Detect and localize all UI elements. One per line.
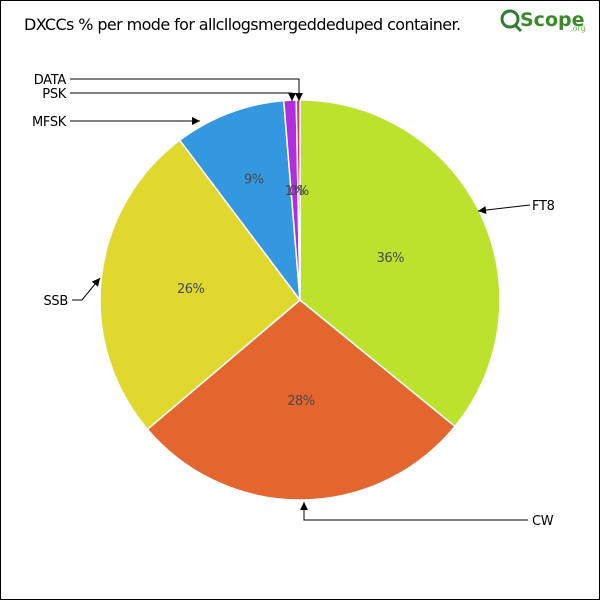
callout-label-data: DATA <box>34 73 67 88</box>
magnifier-icon <box>500 9 520 29</box>
callout-line-cw <box>303 502 528 521</box>
pie-slice-ssb <box>99 139 302 431</box>
pie-slices <box>99 99 501 501</box>
callout-line-ft8 <box>477 204 531 212</box>
callout-arrow-mfsk <box>192 117 200 125</box>
pct-label-cw: 28% <box>287 394 315 409</box>
callout-arrow-ft8 <box>478 206 487 215</box>
callout-arrow-ssb <box>91 278 100 287</box>
callout-line-data <box>70 78 300 101</box>
callout-arrow-psk <box>288 93 296 101</box>
logo-text: Scope <box>520 9 585 31</box>
callout-label-cw: CW <box>532 514 554 529</box>
pct-label-psk: 1% <box>285 184 305 199</box>
callout-line-ssb <box>72 277 101 301</box>
pct-label-mfsk: 9% <box>244 172 264 187</box>
callout-label-psk: PSK <box>42 87 66 102</box>
pie-slice-data <box>295 99 301 301</box>
pie-percent-labels: 36% 28% 26% 9% 1%0% <box>177 172 405 409</box>
pie-slice-ft8 <box>299 99 501 428</box>
callout-label-mfsk: MFSK <box>32 115 67 130</box>
pie-slice-cw <box>146 299 457 501</box>
chart-title: DXCCs % per mode for allcllogsmergeddedu… <box>24 15 461 34</box>
callout-label-ssb: SSB <box>43 294 68 309</box>
pie-slice-mfsk <box>178 99 301 303</box>
pct-label-data: 0% <box>289 184 309 199</box>
pct-label-ssb: 26% <box>177 282 205 297</box>
callout-arrow-cw <box>300 502 308 510</box>
logo-suffix: .org <box>570 24 586 33</box>
callout-label-ft8: FT8 <box>532 199 555 214</box>
callout-line-psk <box>70 92 293 101</box>
pct-label-ft8: 36% <box>377 251 405 266</box>
callout-arrow-data <box>295 93 303 101</box>
qscope-logo[interactable]: Scope .org <box>500 4 586 36</box>
